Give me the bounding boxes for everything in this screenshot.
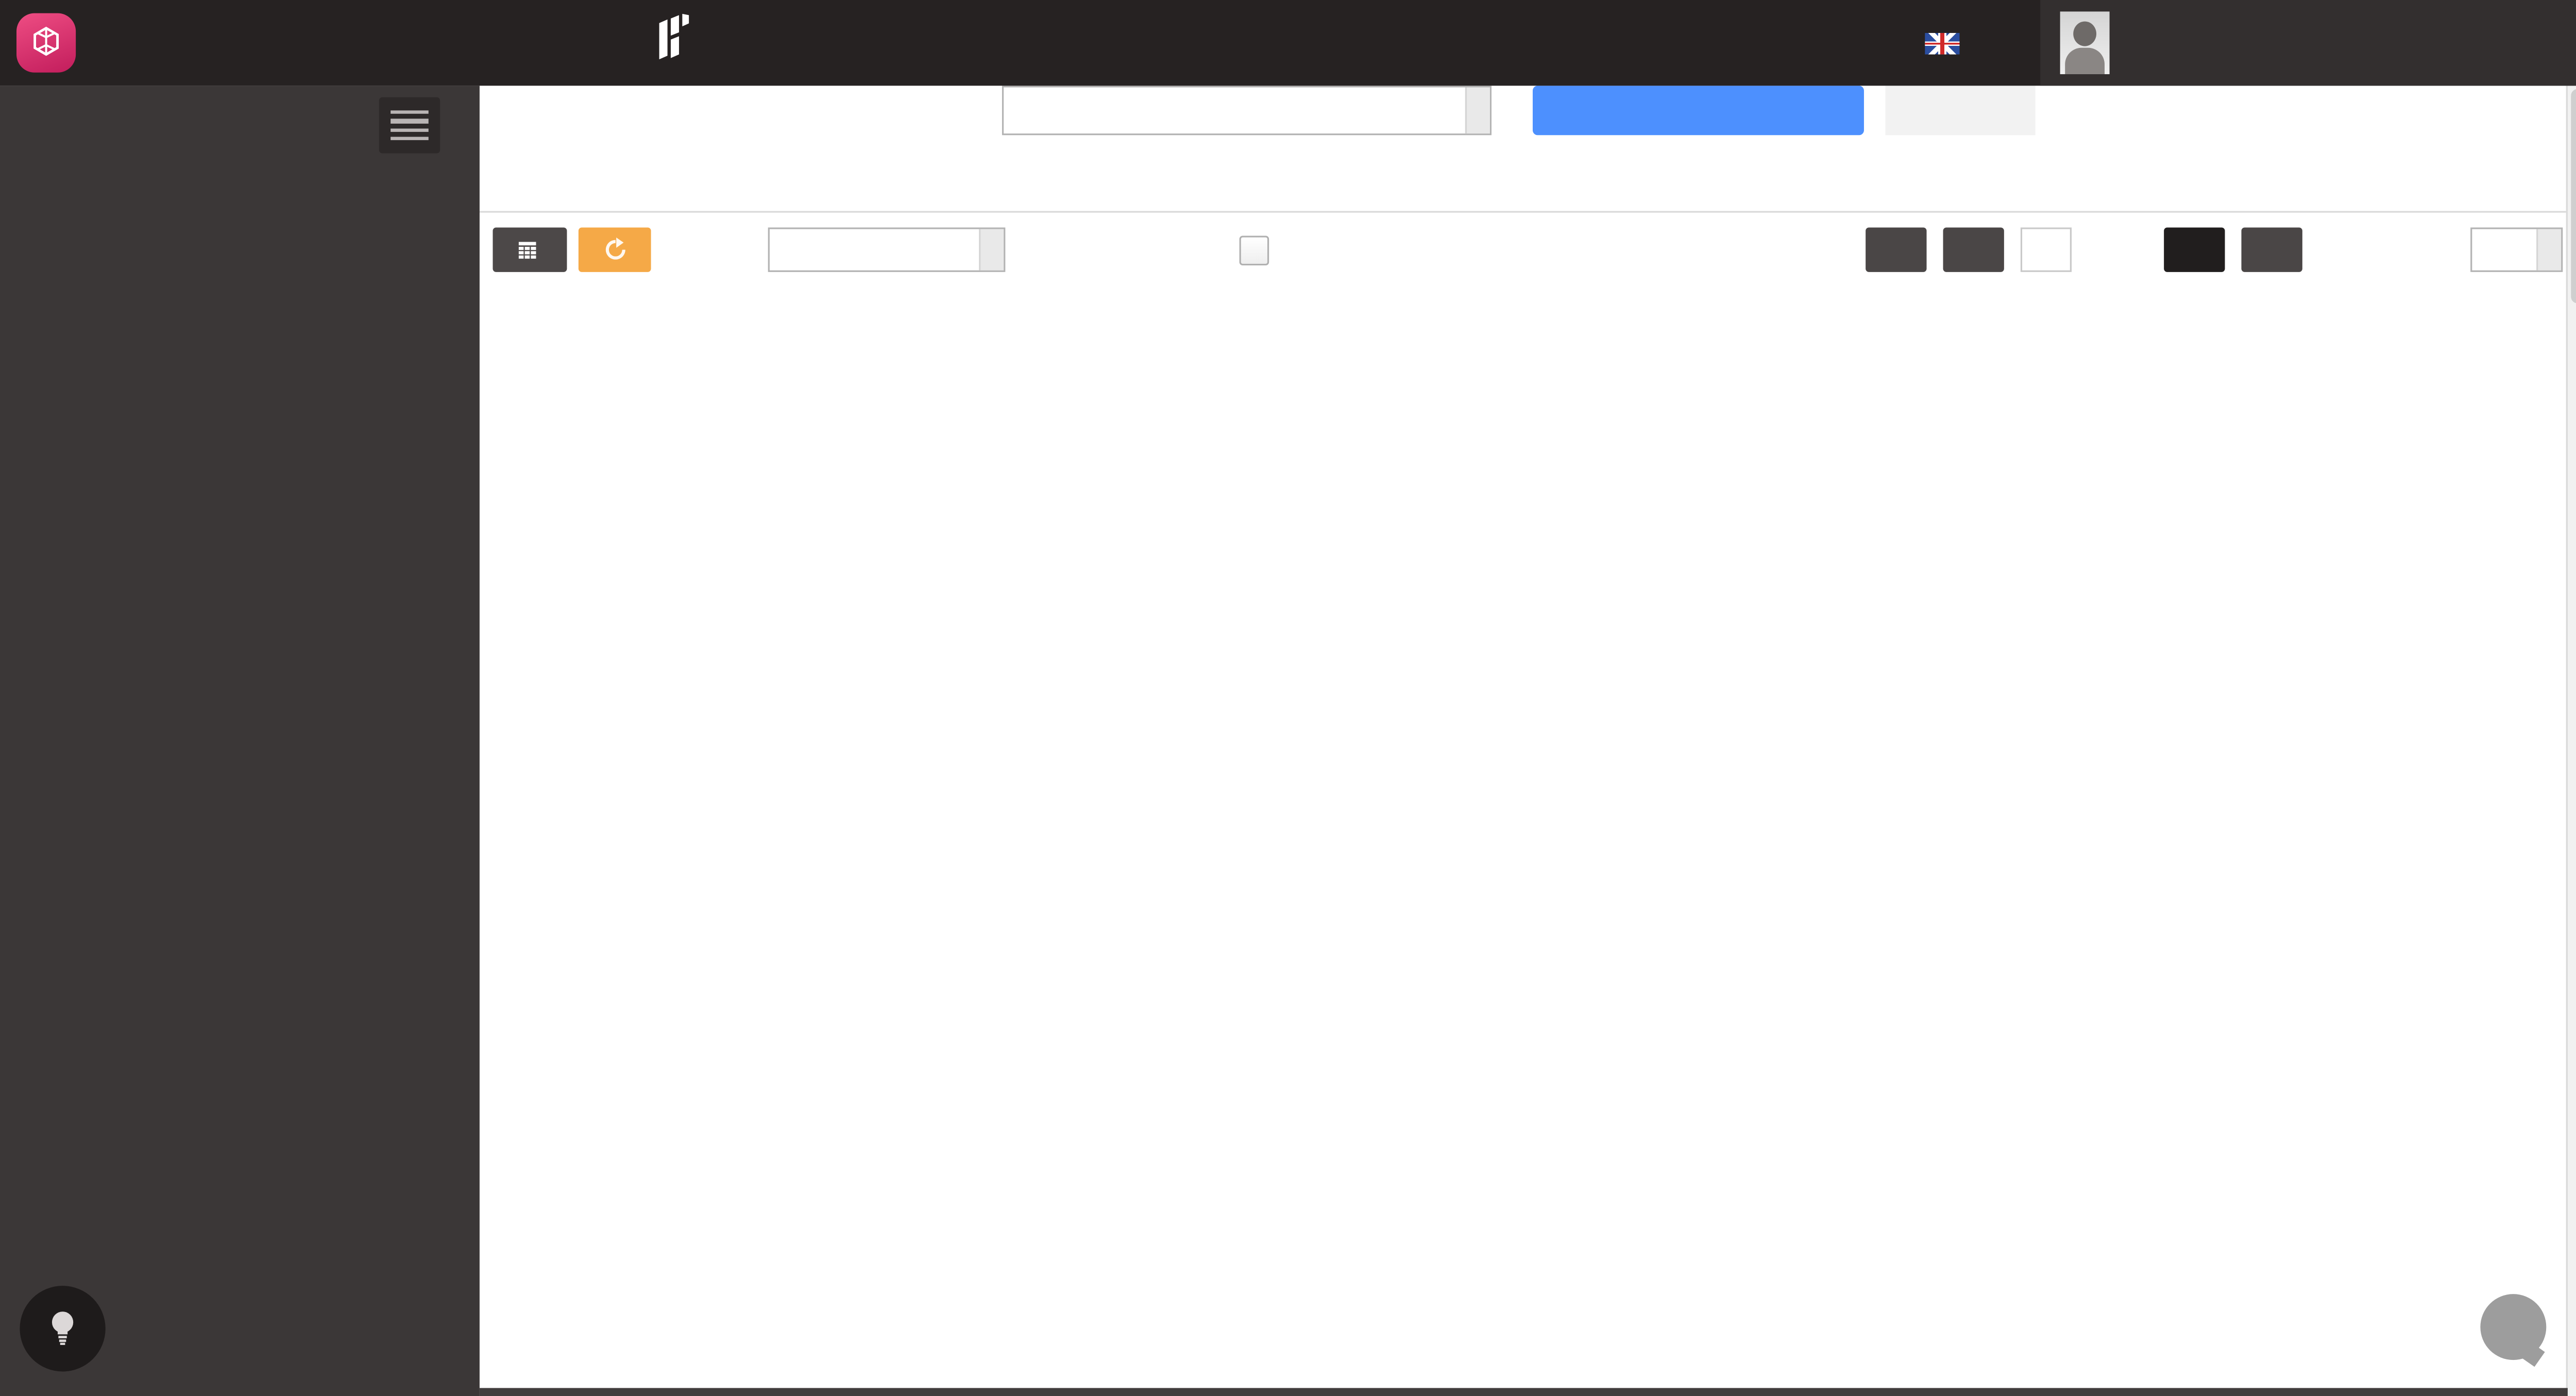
last-page-button[interactable] bbox=[2242, 227, 2302, 272]
app bbox=[0, 0, 2576, 1396]
hint-lightbulb-button[interactable] bbox=[20, 1286, 105, 1371]
user-menu[interactable] bbox=[2040, 0, 2576, 86]
previous-page-button[interactable] bbox=[1943, 227, 2004, 272]
select-scroll-strip bbox=[979, 229, 1004, 271]
language-selector[interactable] bbox=[1925, 0, 1982, 86]
select-scroll-strip bbox=[1465, 88, 1490, 134]
powered-by-block bbox=[656, 11, 728, 61]
results-per-page-select[interactable] bbox=[2470, 227, 2563, 272]
assessment-select[interactable] bbox=[1002, 86, 1492, 135]
tab-bar bbox=[480, 148, 2568, 213]
horizontal-scrollbar[interactable] bbox=[480, 1388, 2568, 1396]
table-view-button[interactable] bbox=[493, 227, 567, 272]
page-number-input[interactable] bbox=[2021, 227, 2072, 272]
elevenpaths-icon bbox=[656, 11, 699, 61]
reports-button[interactable] bbox=[1886, 86, 2036, 135]
refresh-button[interactable] bbox=[579, 227, 651, 272]
main-content bbox=[480, 86, 2576, 1396]
top-bar bbox=[0, 0, 2576, 86]
show-taxonomy-checkbox[interactable] bbox=[1240, 236, 1269, 265]
scrollbar-thumb[interactable] bbox=[2571, 89, 2576, 304]
select-scroll-strip bbox=[2536, 229, 2561, 271]
create-risk-assessment-button[interactable] bbox=[1533, 86, 1864, 135]
sidebar-toggle-button[interactable] bbox=[379, 97, 440, 154]
brand-logo-icon[interactable] bbox=[16, 13, 76, 73]
brain-shield-icon bbox=[28, 25, 64, 61]
avatar bbox=[2060, 11, 2110, 74]
next-page-button[interactable] bbox=[2164, 227, 2225, 272]
toolbar bbox=[480, 227, 2568, 274]
refresh-icon bbox=[601, 236, 629, 263]
table-icon bbox=[515, 238, 538, 261]
uk-flag-icon bbox=[1925, 32, 1959, 54]
help-button[interactable] bbox=[2480, 1294, 2546, 1360]
sidebar bbox=[0, 86, 480, 1396]
assessment-bar bbox=[480, 86, 2568, 148]
mode-select[interactable] bbox=[768, 227, 1006, 272]
first-page-button[interactable] bbox=[1866, 227, 1926, 272]
vertical-scrollbar[interactable] bbox=[2566, 86, 2576, 1396]
lightbulb-icon bbox=[43, 1307, 82, 1350]
